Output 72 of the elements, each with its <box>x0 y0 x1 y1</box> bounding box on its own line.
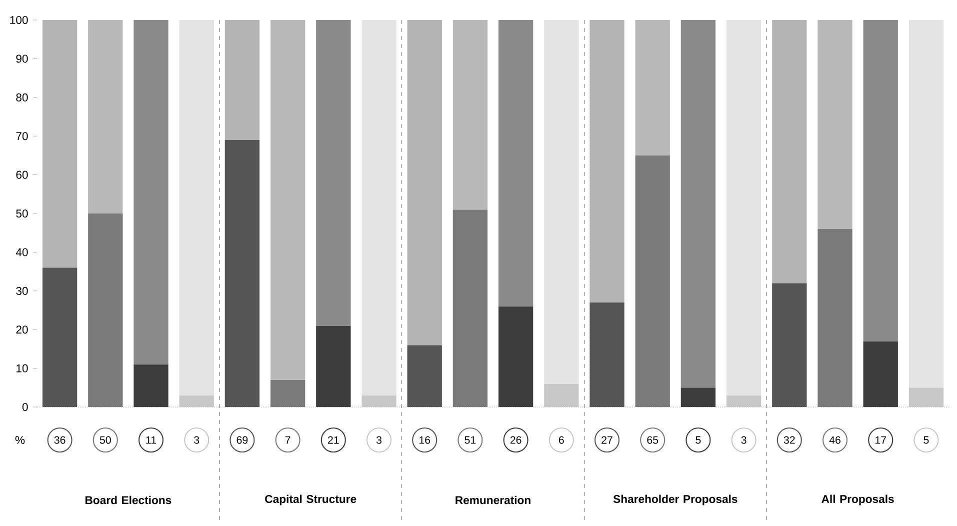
bar <box>407 345 442 407</box>
y-tick-label: 50 <box>16 210 28 218</box>
data-label: 5 <box>924 436 929 444</box>
text: Capital Structure <box>265 494 356 506</box>
bar <box>316 326 351 407</box>
bar <box>680 388 716 407</box>
bar <box>772 20 807 284</box>
bar <box>772 283 807 407</box>
bar <box>498 306 534 407</box>
data-label: 51 <box>464 436 476 444</box>
bar <box>362 20 396 396</box>
y-axis-title: % <box>15 436 25 444</box>
bar <box>680 20 716 388</box>
data-label: 3 <box>194 436 200 444</box>
data-label: 46 <box>829 436 840 444</box>
bar <box>863 20 898 342</box>
bar <box>134 20 168 364</box>
bar <box>179 20 214 396</box>
y-tick-label: 40 <box>16 248 28 256</box>
y-tick-label: 80 <box>16 93 28 102</box>
data-label: 7 <box>285 436 290 444</box>
bar <box>224 140 260 407</box>
text: Board Elections <box>86 496 172 504</box>
y-tick-label: 0 <box>22 402 28 412</box>
bar <box>544 384 579 407</box>
data-label: 50 <box>100 436 111 444</box>
y-tick-label: 100 <box>10 16 28 24</box>
data-label: 17 <box>875 436 886 444</box>
data-label: 5 <box>696 436 701 444</box>
y-tick-label: 30 <box>16 286 28 295</box>
data-label: 36 <box>54 436 66 444</box>
bar <box>179 395 214 407</box>
bar <box>42 20 78 268</box>
text: All Proposals <box>822 494 894 506</box>
bar <box>88 20 123 214</box>
data-label: 21 <box>328 436 339 444</box>
data-label: 11 <box>146 436 156 444</box>
text: Shareholder Proposals <box>613 494 738 506</box>
data-label: 3 <box>376 436 382 444</box>
text: Remuneration <box>456 496 530 504</box>
data-label: 32 <box>784 436 795 444</box>
bar <box>726 395 762 407</box>
bar <box>544 20 579 384</box>
bar <box>498 20 534 306</box>
y-tick-label: 90 <box>16 54 28 63</box>
bar <box>224 20 260 140</box>
bar <box>42 268 78 407</box>
bar <box>452 20 488 210</box>
y-tick-label: 70 <box>16 132 28 140</box>
bar <box>590 302 624 407</box>
bar <box>407 20 442 346</box>
data-label: 6 <box>558 436 564 444</box>
data-label: 69 <box>236 436 248 444</box>
bar <box>908 20 944 388</box>
bar <box>270 20 306 380</box>
data-label: 26 <box>510 436 522 444</box>
y-tick-label: 60 <box>16 170 28 179</box>
data-label: 65 <box>647 436 658 444</box>
y-tick-label: 10 <box>16 364 28 372</box>
y-tick-label: 20 <box>16 326 28 334</box>
bar <box>590 20 624 303</box>
data-label: 16 <box>419 436 430 444</box>
bar <box>134 364 168 407</box>
bar <box>863 341 898 407</box>
bar <box>316 20 351 326</box>
data-label: 3 <box>741 436 746 444</box>
bar <box>908 388 944 407</box>
data-label: 27 <box>602 436 612 444</box>
bar <box>726 20 762 396</box>
bar <box>635 20 670 156</box>
bar <box>362 395 396 407</box>
bar <box>818 20 852 229</box>
